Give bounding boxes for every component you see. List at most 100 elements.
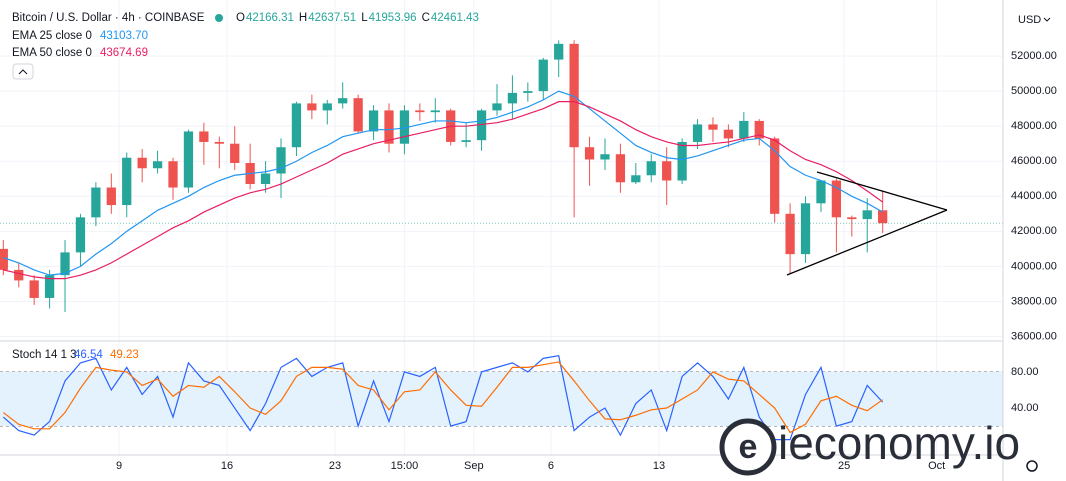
candle-body: [122, 157, 132, 206]
x-tick-label: 25: [838, 460, 850, 472]
y-tick-label: 40.00: [1011, 402, 1039, 414]
candle-body: [847, 217, 857, 220]
candle-body: [476, 110, 487, 141]
axis-labels: 36000.00 38000.00 40000.00 42000.00 44000.00…: [116, 50, 1057, 472]
x-tick-label: 13: [653, 460, 665, 472]
indicator-value: 43103.70: [100, 30, 148, 42]
ohlc-label: L: [361, 12, 368, 24]
candle-body: [353, 98, 363, 132]
candle-body: [600, 154, 610, 160]
market-status[interactable]: [215, 14, 223, 22]
candle-body: [276, 147, 286, 174]
candle-body: [816, 180, 826, 204]
stoch-d: 49.23: [110, 349, 139, 361]
currency-caret[interactable]: [1043, 17, 1051, 22]
candle-body: [199, 131, 209, 142]
candle-body: [615, 154, 626, 183]
ohlc-label: H: [299, 12, 307, 24]
candle-body: [60, 252, 70, 276]
y-tick-label: 48000.00: [1011, 120, 1057, 132]
trend-line: [786, 209, 948, 276]
candle-body: [831, 180, 842, 218]
candle-body: [646, 161, 656, 176]
y-tick-label: 40000.00: [1011, 260, 1057, 272]
candle-body: [770, 138, 780, 214]
candle-body: [137, 157, 147, 169]
candle-body: [461, 140, 471, 142]
candle-body: [214, 141, 224, 144]
indicator-value: 43674.69: [100, 47, 148, 59]
candle-body: [307, 103, 317, 111]
plot: [0, 40, 1003, 441]
ohlc-legend: O 42166.31 H 42637.51 L 41953.96 C 42461.43: [236, 12, 479, 24]
candle-body: [338, 98, 348, 104]
watermark-logo-letter: e: [739, 428, 758, 466]
candle-body: [0, 248, 8, 270]
trend-line: [816, 171, 948, 211]
candle-body: [322, 103, 332, 111]
candle-body: [75, 217, 86, 253]
candle-body: [862, 210, 872, 220]
candle-body: [430, 110, 440, 113]
y-tick-label: 50000.00: [1011, 85, 1057, 97]
collapse-button[interactable]: [12, 63, 34, 80]
candle-body: [106, 187, 116, 206]
candle-body: [507, 92, 518, 104]
candle-body: [291, 103, 302, 148]
candle-body: [723, 129, 734, 139]
collapse-icon[interactable]: [18, 69, 28, 75]
candle-body: [677, 141, 687, 181]
candle-body: [739, 120, 749, 139]
candle-body: [800, 203, 811, 255]
candle-body: [569, 43, 579, 148]
series-line: [3, 90, 883, 276]
x-tick-label: 6: [548, 460, 554, 472]
candle-body: [692, 124, 703, 142]
candle-body: [91, 187, 101, 218]
x-tick-label: 16: [221, 460, 233, 472]
candle-body: [523, 91, 533, 93]
candle-body: [183, 131, 194, 188]
candle-body: [152, 161, 163, 169]
y-tick-label: 46000.00: [1011, 155, 1057, 167]
candle-body: [230, 143, 240, 163]
series-line: [2, 354, 884, 441]
x-tick-label: 23: [329, 460, 341, 472]
candle-body: [260, 173, 271, 185]
candle-body: [399, 110, 410, 144]
candle-body: [29, 280, 39, 298]
ohlc-label: C: [422, 12, 430, 24]
x-tick-label: 15:00: [391, 460, 419, 472]
candle-body: [662, 161, 672, 181]
ohlc-value: 42637.51: [308, 12, 356, 24]
candle-body: [708, 124, 718, 130]
candle-body: [14, 269, 24, 281]
ohlc-value: 41953.96: [369, 12, 417, 24]
y-tick-label: 80.00: [1011, 366, 1039, 378]
stoch-name[interactable]: Stoch 14 1 3: [12, 349, 77, 361]
candle-body: [492, 103, 502, 111]
settings-button[interactable]: [1026, 460, 1038, 472]
watermark-logo: [719, 418, 777, 476]
series-line: [3, 101, 884, 280]
candle-body: [754, 120, 764, 139]
symbol-title: Bitcoin / U.S. Dollar · 4h · COINBASE: [12, 12, 205, 24]
stoch-k: 46.54: [74, 349, 103, 361]
indicator-name[interactable]: EMA 25 close 0: [12, 30, 92, 42]
x-tick-label: 9: [116, 460, 122, 472]
candle-body: [554, 43, 564, 60]
candle-body: [878, 210, 888, 224]
ohlc-value: 42166.31: [246, 12, 294, 24]
candle-body: [44, 275, 55, 298]
candle-body: [584, 147, 595, 160]
candle-body: [785, 213, 795, 255]
x-tick-label: Sep: [464, 460, 484, 472]
indicator-name[interactable]: EMA 50 close 0: [12, 47, 92, 59]
candle-body: [538, 59, 548, 92]
currency-menu[interactable]: USD: [1018, 14, 1041, 26]
y-tick-label: 36000.00: [1011, 330, 1057, 342]
y-tick-label: 42000.00: [1011, 225, 1057, 237]
candle-body: [415, 110, 425, 113]
ohlc-label: O: [236, 12, 245, 24]
